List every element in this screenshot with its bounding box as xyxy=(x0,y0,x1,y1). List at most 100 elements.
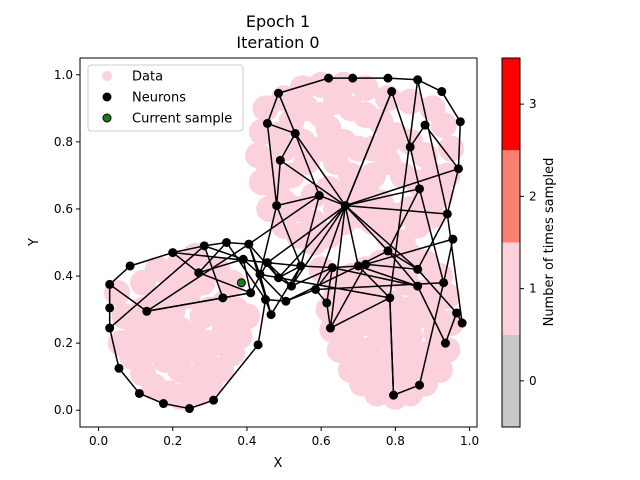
x-tick-label: 0.8 xyxy=(386,434,405,448)
neuron-point xyxy=(125,261,135,271)
neuron-edge xyxy=(203,245,224,299)
neuron-point xyxy=(262,118,272,128)
neuron-point xyxy=(452,308,462,318)
neuron-point xyxy=(324,73,334,83)
neuron-edge xyxy=(387,188,421,252)
neuron-edge xyxy=(332,266,418,287)
neuron-edge xyxy=(344,91,393,206)
neuron-edge xyxy=(294,133,346,207)
plot-area xyxy=(104,71,467,414)
y-axis-ticks: 0.0 0.2 0.4 0.6 0.8 1.0 xyxy=(54,68,80,417)
neuron-edge xyxy=(257,299,267,345)
x-tick-label: 0.2 xyxy=(163,434,182,448)
neuron-point xyxy=(340,201,350,211)
neuron-edge xyxy=(198,258,244,274)
neuron-point xyxy=(314,191,324,201)
neuron-point xyxy=(253,340,263,350)
neurons-layer xyxy=(105,73,467,414)
neuron-point xyxy=(420,120,430,130)
neuron-point xyxy=(209,395,219,405)
neuron-edge xyxy=(266,123,278,206)
y-axis-label: Y xyxy=(27,238,42,247)
neuron-point xyxy=(453,164,463,174)
data-point xyxy=(438,135,465,162)
legend-current-sample-label: Current sample xyxy=(132,112,232,127)
neuron-edge xyxy=(172,245,205,254)
legend-box xyxy=(87,64,244,132)
data-point xyxy=(337,276,364,303)
neuron-edge xyxy=(279,133,296,161)
neuron-point xyxy=(383,73,393,83)
neuron-edge xyxy=(248,194,320,245)
colorbar-tick-label: 1 xyxy=(529,282,537,296)
data-point xyxy=(159,273,186,300)
neuron-edge xyxy=(279,159,346,207)
neuron-edge xyxy=(172,251,268,264)
neuron-edge xyxy=(118,367,140,394)
neuron-edge xyxy=(300,265,333,269)
neuron-point xyxy=(405,142,415,152)
legend-neurons-label: Neurons xyxy=(132,91,186,106)
neuron-point xyxy=(385,293,395,303)
neuron-edge xyxy=(390,91,411,148)
y-tick-label: 0.8 xyxy=(54,135,73,149)
data-point xyxy=(356,336,383,363)
neuron-edge xyxy=(267,122,296,135)
neuron-point xyxy=(414,184,424,194)
axes-frame xyxy=(79,57,478,428)
data-point xyxy=(300,209,327,236)
neuron-edge xyxy=(109,265,131,285)
neuron-edge xyxy=(416,285,447,344)
neuron-edge xyxy=(278,77,329,94)
chart-title: Epoch 1 xyxy=(246,12,310,31)
colorbar: 0 1 2 3 xyxy=(501,57,537,428)
neuron-point xyxy=(246,288,256,298)
neuron-point xyxy=(114,363,124,373)
neuron-edge xyxy=(442,238,454,283)
neuron-point xyxy=(383,246,393,256)
neuron-point xyxy=(387,87,397,97)
neuron-edge xyxy=(285,265,359,302)
neuron-edge xyxy=(300,195,321,267)
neuron-point xyxy=(199,241,209,251)
neuron-point xyxy=(218,293,228,303)
neuron-point xyxy=(290,128,300,138)
x-tick-label: 0.0 xyxy=(89,434,108,448)
neuron-point xyxy=(168,248,178,258)
neuron-edge xyxy=(198,241,228,274)
neuron-point xyxy=(194,268,204,278)
neuron-edge xyxy=(344,205,389,252)
data-point xyxy=(256,155,283,182)
neuron-edge xyxy=(329,205,347,329)
neuron-edge xyxy=(222,292,251,299)
neuron-point xyxy=(244,239,254,249)
neuron-edge xyxy=(393,384,420,396)
neuron-point xyxy=(105,303,115,313)
neuron-edge xyxy=(325,267,334,303)
data-point xyxy=(352,75,379,102)
neuron-point xyxy=(261,295,271,305)
neuron-edge xyxy=(275,160,282,206)
neuron-edge xyxy=(329,263,367,329)
data-point xyxy=(412,142,439,169)
neuron-edge xyxy=(387,250,419,270)
neuron-point xyxy=(413,281,423,291)
data-point xyxy=(430,112,457,139)
neuron-edge xyxy=(457,121,462,169)
neuron-edge xyxy=(418,188,445,283)
y-tick-label: 0.0 xyxy=(54,403,73,417)
neuron-point xyxy=(238,254,248,264)
neuron-point xyxy=(281,296,291,306)
neuron-edge xyxy=(198,271,251,294)
neuron-edge xyxy=(212,344,259,401)
neuron-edge xyxy=(330,297,391,329)
neuron-point xyxy=(184,404,194,414)
x-axis-ticks: 0.0 0.2 0.4 0.6 0.8 1.0 xyxy=(89,427,479,448)
data-point xyxy=(207,330,234,357)
neuron-edge xyxy=(424,124,460,170)
x-tick-label: 0.4 xyxy=(237,434,256,448)
data-point xyxy=(144,256,171,283)
neuron-edge xyxy=(129,251,173,267)
colorbar-tick-label: 0 xyxy=(529,374,537,388)
data-point xyxy=(222,296,249,323)
